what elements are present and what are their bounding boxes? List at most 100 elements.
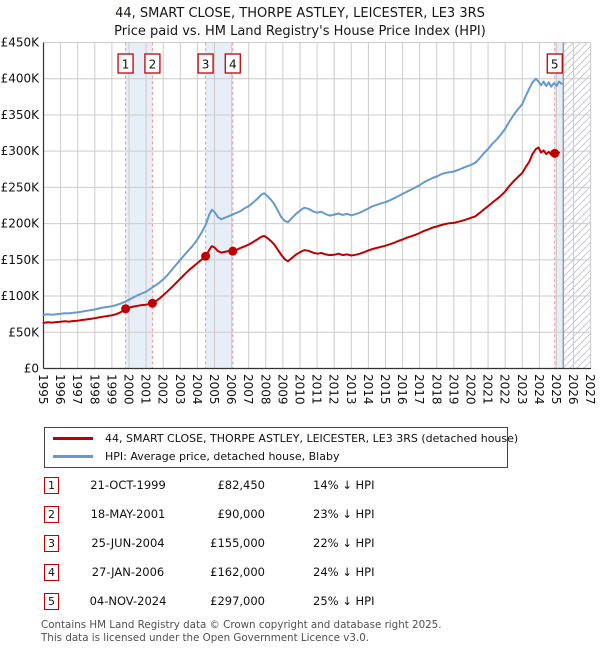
sale-number-badge: 2 [44,506,59,523]
sale-price: £82,450 [217,478,265,492]
x-tick-label: 2008 [258,374,272,405]
sale-marker-number-3: 3 [202,58,210,72]
x-tick-label: 2020 [463,374,477,405]
sale-period-band [205,42,233,369]
x-tick-label: 2009 [275,374,289,405]
footer-line2: This data is licensed under the Open Gov… [41,631,370,644]
x-tick-label: 2022 [498,374,512,405]
price-line-swatch [53,437,93,440]
y-tick-label: £150K [1,253,41,267]
price-paid-line [42,146,560,324]
sale-period-band [554,42,564,369]
x-tick-label: 2025 [549,374,563,405]
x-tick-label: 2000 [121,374,135,405]
x-tick-label: 2012 [327,374,341,405]
sale-marker-number-1: 1 [122,58,130,72]
sale-marker-number-4: 4 [229,58,237,72]
sale-table-row: 4 27-JAN-2006 £162,000 24% ↓ HPI [0,564,600,582]
sale-price: £297,000 [210,594,265,608]
x-tick-label: 2010 [292,374,306,405]
x-tick-label: 2017 [412,374,426,405]
legend-label-price: 44, SMART CLOSE, THORPE ASTLEY, LEICESTE… [105,432,519,445]
sale-table-row: 3 25-JUN-2004 £155,000 22% ↓ HPI [0,535,600,553]
x-tick-label: 2007 [241,374,255,405]
sale-table-row: 1 21-OCT-1999 £82,450 14% ↓ HPI [0,477,600,495]
y-tick-label: £300K [1,144,41,158]
sale-date: 18-MAY-2001 [90,507,166,521]
sale-vs-hpi: 14% ↓ HPI [313,478,375,492]
sale-marker-box-2 [144,53,161,74]
sale-number-badge: 3 [44,535,59,552]
sale-marker-box-4 [224,53,241,74]
sale-date: 21-OCT-1999 [90,478,166,492]
hpi-line [42,77,563,316]
x-tick-label: 2006 [224,374,238,405]
x-tick-label: 2018 [429,374,443,405]
chart-title: 44, SMART CLOSE, THORPE ASTLEY, LEICESTE… [115,6,485,21]
legend-row-hpi: HPI: Average price, detached house, Blab… [45,449,507,465]
x-tick-label: 1998 [87,374,101,405]
sale-number-badge: 5 [44,593,59,610]
y-tick-label: £100K [1,289,41,303]
sale-vs-hpi: 22% ↓ HPI [313,536,375,550]
x-tick-label: 2024 [532,374,546,405]
y-tick-label: £350K [1,108,41,122]
x-tick-label: 1996 [53,374,67,405]
chart-subtitle: Price paid vs. HM Land Registry's House … [114,24,486,39]
x-tick-label: 2013 [344,374,358,405]
sale-marker-box-5 [546,53,563,74]
x-tick-label: 2004 [190,374,204,405]
sale-dot-4 [228,246,238,256]
chart-legend: 44, SMART CLOSE, THORPE ASTLEY, LEICESTE… [44,427,518,468]
sale-number-badge: 4 [44,564,59,581]
sale-period-band [125,42,153,369]
hpi-line-swatch [53,455,93,458]
y-tick-label: £0 [24,362,39,376]
x-tick-label: 2011 [310,374,324,405]
x-tick-label: 2015 [378,374,392,405]
footer-line1: Contains HM Land Registry data © Crown c… [41,619,442,631]
copyright-footer: Contains HM Land Registry data © Crown c… [41,619,581,644]
sale-table-row: 2 18-MAY-2001 £90,000 23% ↓ HPI [0,506,600,524]
x-tick-label: 2014 [361,374,375,405]
x-tick-label: 2027 [583,374,597,405]
sale-marker-box-3 [197,53,214,74]
legend-row-price: 44, SMART CLOSE, THORPE ASTLEY, LEICESTE… [45,431,518,447]
y-tick-label: £450K [1,36,41,50]
sale-dot-1 [121,304,131,314]
sale-vs-hpi: 24% ↓ HPI [313,565,375,579]
x-tick-label: 2019 [446,374,460,405]
sale-date: 25-JUN-2004 [91,536,165,550]
x-tick-label: 2003 [173,374,187,405]
sale-marker-number-2: 2 [149,58,157,72]
sale-marker-box-1 [117,53,134,74]
sale-number-badge: 1 [44,477,59,494]
sale-date: 27-JAN-2006 [91,565,165,579]
y-tick-label: £50K [8,325,40,339]
y-tick-label: £250K [1,180,41,194]
sale-date: 04-NOV-2024 [89,594,167,608]
sale-dot-2 [147,298,157,308]
sale-price: £162,000 [210,565,265,579]
sale-table-row: 5 04-NOV-2024 £297,000 25% ↓ HPI [0,593,600,611]
sale-dot-3 [201,251,211,261]
y-tick-label: £400K [1,72,41,86]
x-tick-label: 2026 [566,374,580,405]
sale-vs-hpi: 25% ↓ HPI [313,594,375,608]
x-tick-label: 2023 [515,374,529,405]
sale-price: £90,000 [217,507,265,521]
y-tick-label: £200K [1,217,41,231]
x-tick-label: 2021 [481,374,495,405]
x-tick-label: 2016 [395,374,409,405]
x-tick-label: 1995 [36,374,50,405]
x-tick-label: 1999 [104,374,118,405]
x-tick-label: 2002 [156,374,170,405]
x-tick-label: 1997 [70,374,84,405]
sale-vs-hpi: 23% ↓ HPI [313,507,375,521]
future-hatch-region [563,42,591,369]
x-tick-label: 2001 [139,374,153,405]
sale-dot-5 [550,148,560,158]
sale-marker-number-5: 5 [551,58,559,72]
legend-label-hpi: HPI: Average price, detached house, Blab… [105,450,340,463]
